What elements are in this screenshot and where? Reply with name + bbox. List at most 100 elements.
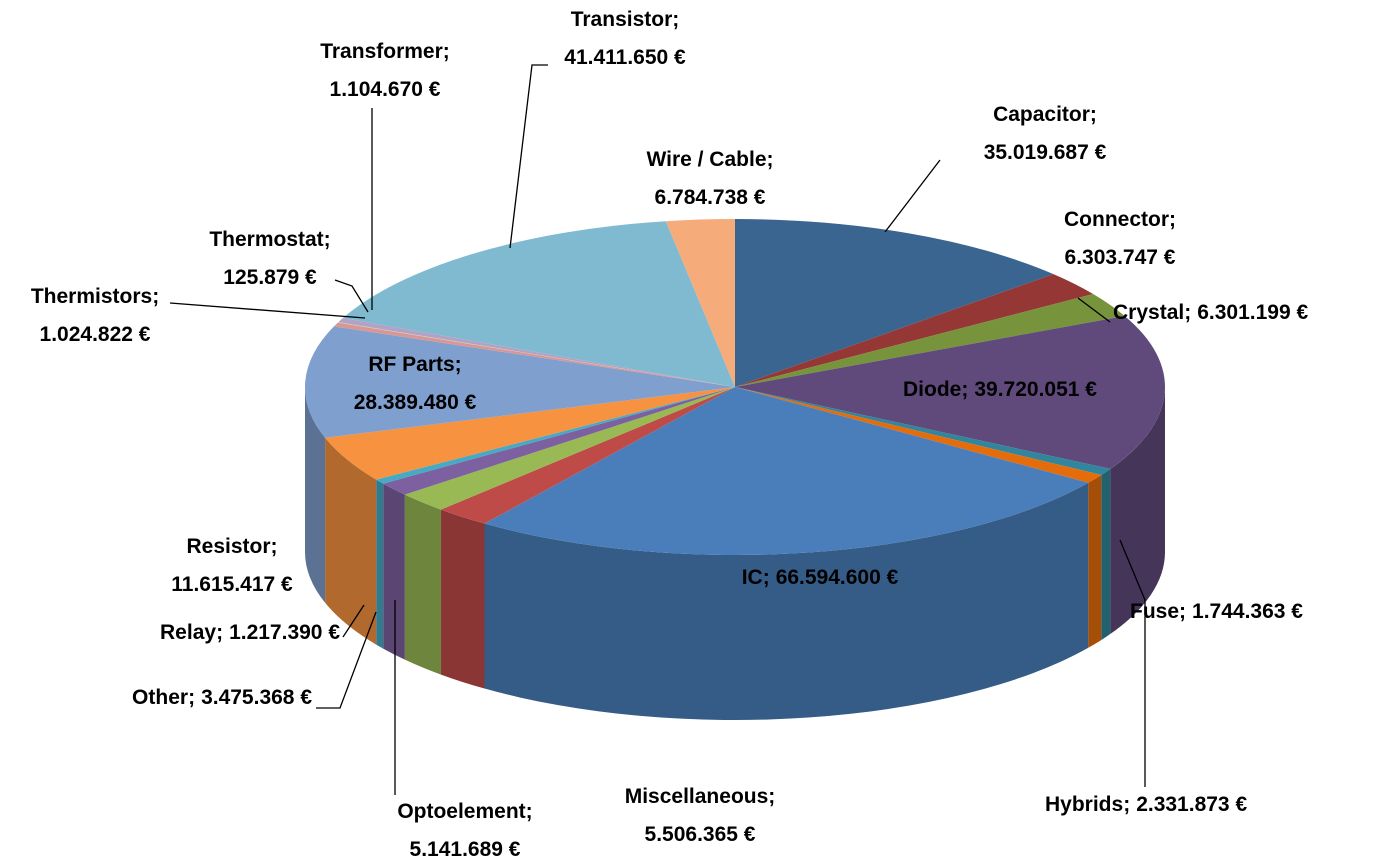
label-separator: ; — [324, 228, 331, 251]
label-value: 5.141.689 € — [410, 838, 521, 861]
label-category: Resistor — [186, 535, 270, 558]
label-separator: ; — [1123, 793, 1130, 816]
slice-side — [1110, 387, 1165, 634]
leader-line — [342, 604, 365, 638]
label-category: Diode — [903, 378, 961, 401]
label-value: 6.301.199 € — [1197, 301, 1308, 324]
label-category: IC — [742, 566, 763, 589]
label-value: 2.331.873 € — [1136, 793, 1247, 816]
label-value: 1.104.670 € — [330, 78, 441, 101]
leader-line — [884, 159, 941, 233]
slice — [376, 387, 735, 484]
data-label: Resistor; 11.615.417 € — [171, 535, 293, 596]
label-separator: ; — [526, 800, 533, 823]
label-category: Fuse — [1130, 600, 1179, 623]
label-separator: ; — [768, 785, 775, 808]
pie-sides — [305, 387, 1165, 720]
label-separator: ; — [961, 378, 968, 401]
data-label: Fuse; 1.744.363 € — [1130, 600, 1303, 623]
slice — [404, 387, 735, 510]
leader-line — [509, 64, 548, 249]
label-separator: ; — [455, 353, 462, 376]
slice — [338, 318, 735, 387]
label-category: Connector — [1064, 208, 1169, 231]
label-value: 35.019.687 € — [984, 141, 1107, 164]
slice — [342, 221, 735, 387]
data-label: Hybrids; 2.331.873 € — [1045, 793, 1247, 816]
label-value: 125.879 € — [223, 266, 317, 289]
label-separator: ; — [767, 148, 774, 171]
label-value: 66.594.600 € — [776, 566, 899, 589]
slice-side — [484, 482, 1089, 720]
label-separator: ; — [763, 566, 770, 589]
data-label: IC; 66.594.600 € — [742, 566, 899, 589]
label-value: 41.411.650 € — [564, 46, 686, 69]
slice — [325, 387, 735, 480]
data-label: Other; 3.475.368 € — [132, 686, 312, 709]
labels: Capacitor; 35.019.687 € Connector; 6.303.74… — [31, 8, 1309, 861]
label-category: Thermostat — [209, 228, 323, 251]
data-label: Capacitor; 35.019.687 € — [984, 103, 1107, 164]
label-separator: ; — [1179, 600, 1186, 623]
leader-line — [1119, 539, 1146, 787]
data-label: Wire / Cable; 6.784.738 € — [646, 148, 773, 209]
slice-side — [305, 387, 326, 603]
data-label: Transformer; 1.104.670 € — [320, 40, 450, 101]
label-separator: ; — [271, 535, 278, 558]
data-label: Miscellaneous; 5.506.365 € — [625, 785, 776, 846]
label-category: Miscellaneous — [625, 785, 769, 808]
label-separator: ; — [443, 40, 450, 63]
label-value: 1.217.390 € — [229, 621, 340, 644]
label-category: RF Parts — [368, 353, 454, 376]
leader-line — [169, 302, 366, 319]
pie-top — [305, 219, 1165, 556]
label-separator: ; — [672, 8, 679, 31]
label-separator: ; — [1090, 103, 1097, 126]
slice-side — [376, 479, 384, 649]
label-value: 39.720.051 € — [974, 378, 1097, 401]
label-value: 6.303.747 € — [1065, 246, 1176, 269]
data-label: Diode; 39.720.051 € — [903, 378, 1097, 401]
slice — [440, 387, 735, 524]
slice — [735, 387, 1111, 475]
label-value: 28.389.480 € — [354, 391, 477, 414]
label-separator: ; — [1169, 208, 1176, 231]
slice-side — [1088, 474, 1102, 648]
data-label: RF Parts; 28.389.480 € — [354, 353, 477, 414]
slice — [484, 387, 1089, 556]
label-value: 1.744.363 € — [1192, 600, 1303, 623]
slice-side — [404, 494, 441, 675]
label-category: Transformer — [320, 40, 443, 63]
data-label: Connector; 6.303.747 € — [1064, 208, 1176, 269]
data-label: Thermistors; 1.024.822 € — [31, 285, 159, 346]
slice-side — [383, 483, 405, 660]
data-label: Transistor; 41.411.650 € — [564, 8, 686, 69]
label-category: Capacitor — [993, 103, 1090, 126]
label-category: Crystal — [1113, 301, 1184, 324]
label-separator: ; — [1184, 301, 1191, 324]
slice — [735, 387, 1102, 483]
label-category: Optoelement — [397, 800, 525, 823]
label-separator: ; — [152, 285, 159, 308]
label-category: Wire / Cable — [646, 148, 766, 171]
slice-side — [440, 509, 485, 689]
label-value: 1.024.822 € — [40, 323, 151, 346]
slice — [665, 219, 735, 387]
slice — [735, 315, 1165, 469]
slice — [383, 387, 735, 495]
data-label: Thermostat; 125.879 € — [209, 228, 330, 289]
slice — [337, 322, 735, 387]
label-value: 6.784.738 € — [655, 186, 766, 209]
label-value: 11.615.417 € — [171, 573, 293, 596]
label-separator: ; — [216, 621, 223, 644]
slice — [305, 326, 735, 438]
slice — [735, 219, 1054, 387]
data-label: Relay; 1.217.390 € — [160, 621, 340, 644]
label-category: Thermistors — [31, 285, 152, 308]
label-category: Transistor — [571, 8, 673, 31]
leader-line — [1077, 297, 1111, 323]
leader-line — [316, 611, 377, 709]
data-label: Optoelement; 5.141.689 € — [397, 800, 532, 861]
slice — [333, 322, 735, 387]
